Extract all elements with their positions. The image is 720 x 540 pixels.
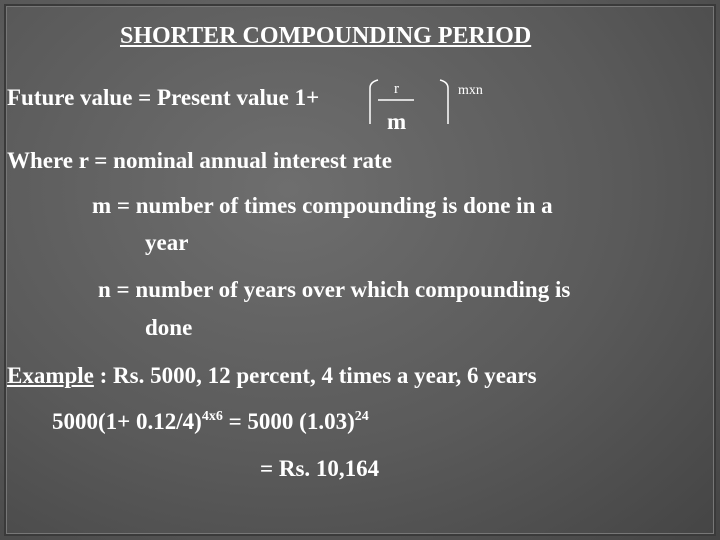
result: = Rs. 10,164: [260, 456, 380, 481]
exponent: mxn: [458, 83, 483, 98]
definition: m = number of times compounding is done …: [92, 193, 553, 218]
calc-exponent: 24: [354, 409, 369, 424]
formula-brackets: [369, 79, 449, 124]
denominator: m: [387, 109, 407, 134]
calc-part: = 5000 (1.03): [222, 409, 355, 434]
example-text: : Rs. 5000, 12 percent, 4 times a year, …: [93, 363, 537, 388]
definition: done: [145, 315, 193, 340]
formula-lhs: Future value = Present value 1+: [7, 85, 320, 110]
definition: year: [145, 230, 189, 255]
example-label: Example: [7, 363, 94, 388]
definition: Where r = nominal annual interest rate: [7, 148, 392, 173]
example: Example : Rs. 5000, 12 percent, 4 times …: [7, 364, 537, 387]
calc-exponent: 4x6: [201, 409, 223, 424]
frame: [4, 4, 716, 536]
definition: n = number of years over which compoundi…: [98, 277, 571, 302]
calc-part: 5000(1+ 0.12/4): [52, 409, 202, 434]
calculation: 5000(1+ 0.12/4)4x6 = 5000 (1.03)24: [52, 409, 369, 434]
title: SHORTER COMPOUNDING PERIOD: [120, 23, 532, 49]
numerator: r: [394, 81, 399, 97]
